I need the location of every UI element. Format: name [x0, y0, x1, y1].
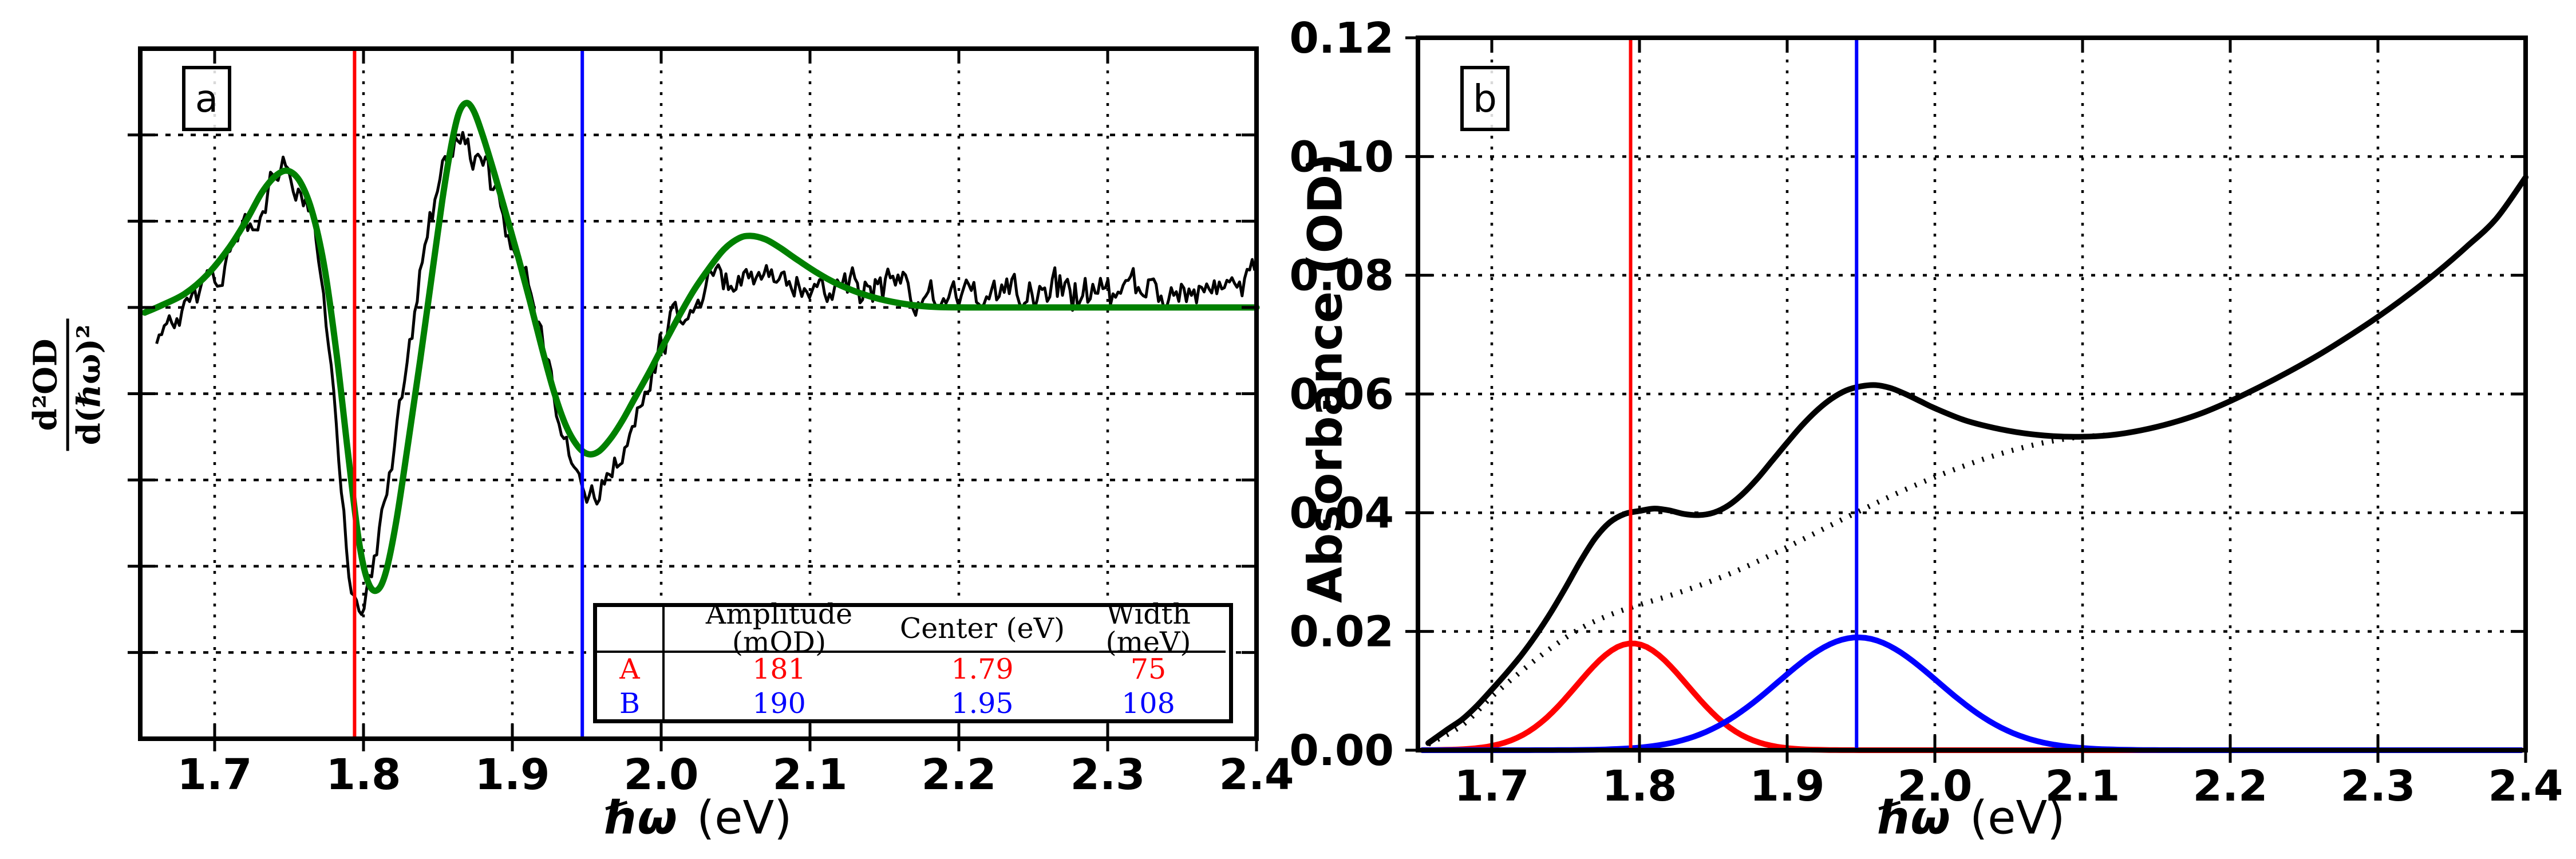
panel-a-ylabel-numerator: d²OD [26, 338, 65, 431]
table-row-A-label: A [597, 652, 665, 686]
panel-b-xtick-label-2.3: 2.3 [2340, 762, 2415, 811]
series-total-absorbance [1425, 174, 2528, 746]
table-header-amplitude: Amplitude (mOD) [665, 600, 894, 656]
panel-a-xlabel-math: ℏω [605, 791, 678, 845]
panel-b-ytick-label-0.04: 0.04 [1289, 488, 1394, 538]
panel-a-xtick-label-2.3: 2.3 [1070, 750, 1145, 799]
panel-b-xtick-label-1.9: 1.9 [1749, 762, 1824, 811]
panel-b-x-axis-label: ℏω (eV) [1878, 791, 2065, 845]
panel-b-xtick-label-1.8: 1.8 [1602, 762, 1677, 811]
panel-a-y-axis-label: d²OD d(ℏω)² [26, 318, 108, 451]
panel-b-xtick-label-1.7: 1.7 [1454, 762, 1529, 811]
table-row-B-amplitude: 190 [752, 687, 806, 720]
table-row-A-width: 75 [1130, 652, 1167, 685]
panel-b-y-axis-label: Absorbance (OD) [1298, 153, 1353, 603]
table-corner-cell [597, 606, 665, 653]
table-row-A-amplitude: 181 [752, 652, 806, 685]
panel-b-xlabel-unit: (eV) [1970, 791, 2065, 845]
panel-b-ytick-label-0.12: 0.12 [1289, 14, 1394, 63]
fraction-bar [66, 318, 69, 451]
table-row-A-center: 1.79 [951, 652, 1014, 685]
panel-b-ytick-label-0.00: 0.00 [1289, 726, 1394, 775]
panel-a-xtick-label-2.2: 2.2 [921, 750, 996, 799]
table-header-center: Center (eV) [894, 606, 1071, 653]
panel-b-xtick-label-2.2: 2.2 [2192, 762, 2267, 811]
series-second-derivative-fit [141, 100, 1260, 594]
fit-parameter-table: Amplitude (mOD) Center (eV) Width (meV) … [593, 600, 1233, 723]
table-row-B-center: 1.95 [951, 687, 1014, 720]
table-row-B-label: B [597, 686, 665, 720]
panel-b-ytick-label-0.02: 0.02 [1289, 608, 1394, 657]
panel-a-xtick-label-1.7: 1.7 [177, 750, 252, 799]
panel-a-letter-box: a [182, 66, 231, 131]
panel-b-letter: b [1473, 76, 1497, 121]
series-gaussian-A [1419, 640, 2524, 753]
table-header-width: Width (meV) [1071, 600, 1226, 656]
panel-b-xtick-label-2.0: 2.0 [1897, 762, 1972, 811]
panel-b-ytick-label-0.10: 0.10 [1289, 132, 1394, 182]
panel-a-xtick-label-2.1: 2.1 [772, 750, 847, 799]
panel-b-xtick-label-2.1: 2.1 [2045, 762, 2120, 811]
panel-b-ytick-label-0.08: 0.08 [1289, 251, 1394, 301]
series-background-absorbance [1427, 432, 2112, 747]
table-row-B-width: 108 [1121, 687, 1175, 720]
panel-b-xtick-label-2.4: 2.4 [2488, 762, 2563, 811]
panel-b-ytick-label-0.06: 0.06 [1289, 370, 1394, 419]
panel-a-xtick-label-2.4: 2.4 [1219, 750, 1294, 799]
panel-a-ylabel-denominator: d(ℏω)² [70, 324, 108, 446]
panel-a-x-axis-label: ℏω (eV) [605, 791, 792, 845]
series-gaussian-B [1419, 635, 2524, 753]
panel-a-xtick-label-1.9: 1.9 [475, 750, 550, 799]
panel-a-letter: a [195, 76, 219, 121]
panel-a-xtick-label-1.8: 1.8 [326, 750, 401, 799]
panel-a-xtick-label-2.0: 2.0 [623, 750, 698, 799]
panel-b-letter-box: b [1460, 66, 1510, 131]
panel-b-xlabel-math: ℏω [1878, 791, 1951, 845]
series-second-derivative-data [155, 131, 1257, 616]
panel-a-xlabel-unit: (eV) [697, 791, 792, 845]
